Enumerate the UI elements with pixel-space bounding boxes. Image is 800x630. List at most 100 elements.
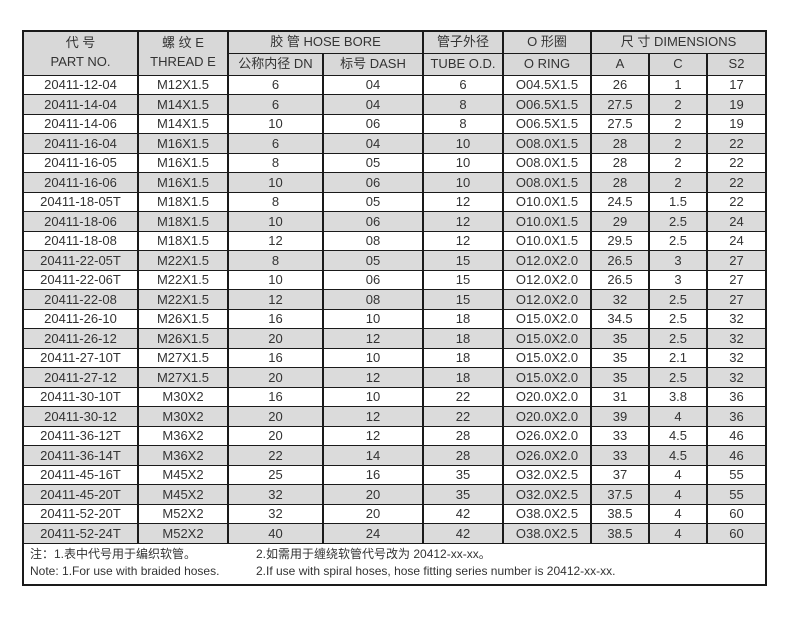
header-row-2: 公称内径 DN 标号 DASH TUBE O.D. O RING A C S2	[23, 52, 768, 76]
table-cell: 20	[322, 503, 424, 524]
table-cell: 05	[322, 191, 424, 212]
table-cell: 08	[322, 289, 424, 310]
table-cell: 26	[590, 74, 650, 95]
table-cell: 4	[648, 464, 708, 485]
table-row: 20411-18-05T M18X1.5 8 05 12 O10.0X1.5 24.5 1.5…	[22, 191, 768, 212]
table-cell: 15	[422, 269, 504, 290]
table-row: 20411-12-04 M12X1.5 6 04 6 O04.5X1.5 26 1 17	[22, 74, 768, 95]
table-cell: 20	[227, 406, 324, 427]
table-cell: 28	[422, 425, 504, 446]
table-cell: M27X1.5	[137, 347, 229, 368]
table-cell: 06	[322, 269, 424, 290]
table-cell: 32	[590, 289, 650, 310]
notes-cell: 注：1.表中代号用于编织软管。 2.如需用于缠绕软管代号改为 20412-xx-…	[21, 542, 768, 586]
note-zh-2: 2.如需用于缠绕软管代号改为 20412-xx-xx。	[256, 546, 491, 561]
table-cell: 39	[590, 406, 650, 427]
table-cell: 18	[422, 328, 504, 349]
table-cell: 60	[705, 523, 768, 544]
table-cell: 15	[422, 289, 504, 310]
header-tube-od-zh: 管子外径	[422, 30, 504, 54]
table-cell: 20411-16-05	[22, 152, 139, 173]
table-row: 20411-26-10 M26X1.5 16 10 18 O15.0X2.0 34.5 2.5…	[22, 308, 768, 329]
table-cell: 10	[322, 386, 424, 407]
table-cell: 3	[648, 250, 708, 271]
table-cell: 6	[227, 133, 324, 154]
table-header: 代 号 PART NO. 螺 纹 E THREAD E 胶 管 HOSE BOR…	[22, 30, 768, 76]
table-cell: 8	[227, 250, 324, 271]
table-cell: M16X1.5	[137, 133, 229, 154]
table-cell: 32	[227, 503, 324, 524]
table-cell: M12X1.5	[137, 74, 229, 95]
table-cell: 20	[322, 484, 424, 505]
table-cell: M14X1.5	[137, 113, 229, 134]
table-cell: 20411-18-06	[22, 211, 139, 232]
table-cell: 12	[422, 230, 504, 251]
table-cell: O10.0X1.5	[502, 211, 592, 232]
table-row: 20411-26-12 M26X1.5 20 12 18 O15.0X2.0 35 2.5 32	[22, 328, 768, 349]
table-cell: 20411-27-10T	[22, 347, 139, 368]
table-cell: 4	[648, 523, 708, 544]
table-cell: 10	[422, 172, 504, 193]
table-cell: 20411-45-20T	[22, 484, 139, 505]
table-cell: 25	[227, 464, 324, 485]
table-cell: 2.5	[648, 367, 708, 388]
table-row: 20411-18-06 M18X1.5 10 06 12 O10.0X1.5 29 2.5 24	[22, 211, 768, 232]
table-cell: M18X1.5	[137, 230, 229, 251]
table-cell: M22X1.5	[137, 269, 229, 290]
table-cell: M30X2	[137, 406, 229, 427]
table-cell: O15.0X2.0	[502, 308, 592, 329]
table-row: 20411-27-10T M27X1.5 16 10 18 O15.0X2.0 35 2.1 3…	[22, 347, 768, 368]
table-cell: M52X2	[137, 503, 229, 524]
table-cell: 20411-12-04	[22, 74, 139, 95]
table-cell: 55	[705, 484, 768, 505]
table-cell: 12	[322, 425, 424, 446]
table-cell: 22	[705, 191, 768, 212]
table-cell: O04.5X1.5	[502, 74, 592, 95]
table-cell: O32.0X2.5	[502, 464, 592, 485]
table-cell: 04	[322, 133, 424, 154]
table-cell: 20411-30-12	[22, 406, 139, 427]
header-part-no-zh: 代 号	[65, 35, 96, 51]
table-cell: 15	[422, 250, 504, 271]
note-zh-1: 注：1.表中代号用于编织软管。	[30, 546, 197, 561]
table-cell: 22	[422, 386, 504, 407]
table-cell: 27.5	[590, 94, 650, 115]
table-row: 20411-22-05T M22X1.5 8 05 15 O12.0X2.0 26.5 3 27	[22, 250, 768, 271]
table-row: 20411-30-10T M30X2 16 10 22 O20.0X2.0 31 3.8 36	[22, 386, 768, 407]
table-cell: 16	[227, 308, 324, 329]
table-cell: 06	[322, 211, 424, 232]
table-cell: 8	[227, 191, 324, 212]
table-cell: 20411-52-20T	[22, 503, 139, 524]
table-cell: 04	[322, 74, 424, 95]
table-cell: O15.0X2.0	[502, 367, 592, 388]
table-cell: 35	[422, 484, 504, 505]
table-cell: 24	[322, 523, 424, 544]
table-cell: 12	[322, 367, 424, 388]
table-cell: 35	[590, 328, 650, 349]
table-cell: 05	[322, 250, 424, 271]
table-cell: M36X2	[137, 445, 229, 466]
table-cell: 35	[422, 464, 504, 485]
table-cell: 18	[422, 367, 504, 388]
table-cell: 1.5	[648, 191, 708, 212]
table-cell: 20411-14-06	[22, 113, 139, 134]
table-cell: 28	[590, 133, 650, 154]
header-thread-e: 螺 纹 E THREAD E	[137, 30, 229, 76]
table-cell: 42	[422, 503, 504, 524]
table-cell: M14X1.5	[137, 94, 229, 115]
table-cell: 32	[705, 328, 768, 349]
header-o-ring-en: O RING	[502, 52, 592, 76]
header-hose-bore: 胶 管 HOSE BORE	[227, 30, 424, 54]
header-dim-s2: S2	[705, 52, 768, 76]
table-cell: 12	[322, 328, 424, 349]
table-cell: M22X1.5	[137, 289, 229, 310]
header-dash: 标号 DASH	[322, 52, 424, 76]
table-cell: M52X2	[137, 523, 229, 544]
table-cell: 18	[422, 308, 504, 329]
table-cell: 4.5	[648, 445, 708, 466]
table-cell: M45X2	[137, 484, 229, 505]
header-dim-a: A	[590, 52, 650, 76]
header-row-1: 代 号 PART NO. 螺 纹 E THREAD E 胶 管 HOSE BOR…	[22, 30, 768, 76]
table-cell: 20411-16-06	[22, 172, 139, 193]
